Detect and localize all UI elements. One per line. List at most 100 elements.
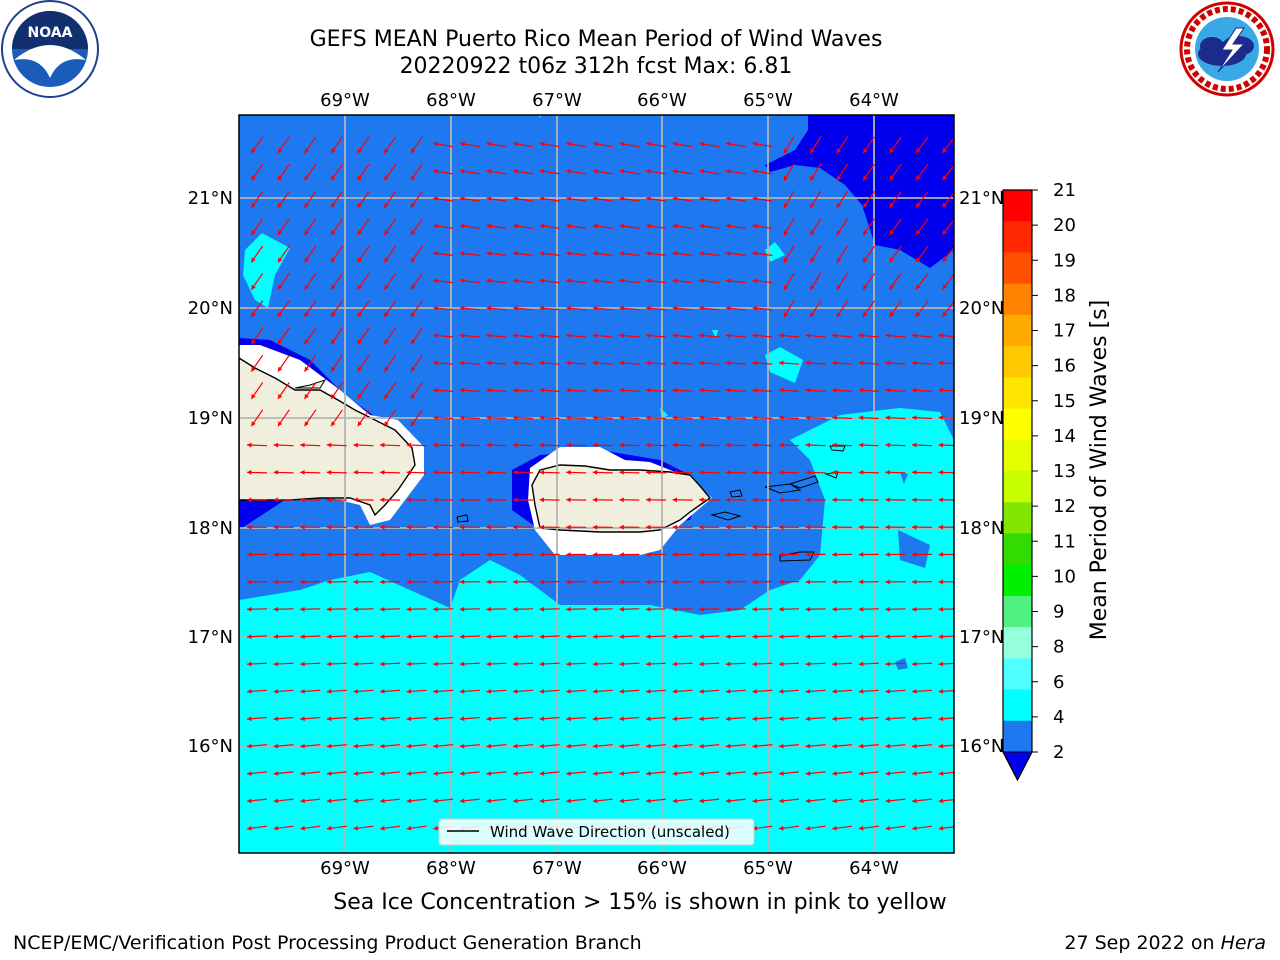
wind-wave-arrowhead <box>566 798 571 804</box>
colorbar-swatch <box>1003 658 1032 691</box>
wind-wave-arrowhead <box>752 716 757 722</box>
wind-wave-arrowhead <box>459 333 465 338</box>
wind-wave-arrowhead <box>326 634 332 639</box>
wind-wave-arrowhead <box>357 230 363 236</box>
wind-wave-arrowhead <box>513 333 518 338</box>
wind-wave-arrowhead <box>300 798 305 804</box>
wind-wave-arrowhead <box>486 305 492 311</box>
island <box>829 445 846 452</box>
wind-wave-arrowhead <box>646 141 651 147</box>
wind-wave-arrowhead <box>251 312 256 317</box>
wind-wave-arrowhead <box>938 771 944 776</box>
wind-wave-arrowhead <box>380 497 385 503</box>
wind-wave-arrowhead <box>273 743 279 749</box>
wind-wave-arrowhead <box>277 393 283 399</box>
ocean-patch-cyan <box>712 330 718 338</box>
wind-wave-arrowhead <box>277 148 283 154</box>
wind-wave-arrowhead <box>885 771 891 776</box>
wind-wave-arrowhead <box>486 497 491 503</box>
wind-wave-arrowhead <box>725 798 731 804</box>
wind-wave-arrowhead <box>357 339 363 345</box>
wind-wave-arrowhead <box>832 579 837 585</box>
wind-wave-arrowhead <box>699 524 704 530</box>
wind-wave-arrowhead <box>858 579 864 585</box>
wind-wave-arrowhead <box>433 223 438 229</box>
wind-wave-arrowhead <box>304 366 309 372</box>
wind-wave-arrowhead <box>459 689 465 694</box>
wind-wave-arrowhead <box>836 284 842 290</box>
wind-wave-arrowhead <box>539 196 545 202</box>
wind-wave-arrowhead <box>863 257 868 263</box>
wind-wave-arrowhead <box>832 333 837 338</box>
wind-wave-arrowhead <box>699 387 704 393</box>
wind-wave-arrowhead <box>300 634 305 639</box>
wind-wave-arrowhead <box>486 634 491 639</box>
wind-wave-arrowhead <box>592 579 598 585</box>
colorbar-tick-label: 12 <box>1053 496 1076 517</box>
footer-credit: NCEP/EMC/Verification Post Processing Pr… <box>13 932 642 954</box>
wind-wave-arrowhead <box>357 257 363 263</box>
wind-wave-arrowhead <box>539 743 545 749</box>
colorbar-swatch <box>1003 252 1032 285</box>
wind-wave-arrowhead <box>486 223 492 229</box>
island <box>764 483 802 494</box>
wind-wave-arrowhead <box>725 442 731 448</box>
wind-wave-arrowhead <box>646 743 651 749</box>
wind-wave-arrowhead <box>353 524 358 530</box>
wind-wave-arrowhead <box>889 148 895 154</box>
wind-wave-arrowhead <box>566 716 571 722</box>
wind-wave-arrowhead <box>331 339 336 345</box>
wind-wave-arrowhead <box>273 689 279 694</box>
wind-wave-arrowhead <box>357 421 363 427</box>
wind-wave-arrowhead <box>331 312 336 317</box>
lat-tick-label: 19°N <box>188 408 233 429</box>
wind-wave-arrowhead <box>938 524 943 530</box>
wind-wave-arrowhead <box>410 257 416 263</box>
wind-wave-arrowhead <box>699 196 704 202</box>
ocean-patch <box>898 530 930 568</box>
wind-wave-arrowhead <box>938 606 944 612</box>
wind-wave-arrowhead <box>699 141 705 147</box>
wind-wave-arrowhead <box>672 169 678 174</box>
wind-wave-arrowhead <box>300 442 305 448</box>
wind-wave-arrowhead <box>863 148 868 154</box>
wind-wave-arrowhead <box>619 196 625 202</box>
colorbar-tick-label: 8 <box>1053 637 1064 658</box>
wind-wave-arrowhead <box>592 743 598 749</box>
wind-wave-arrowhead <box>942 202 947 208</box>
wind-wave-arrowhead <box>459 552 465 557</box>
wind-wave-arrowhead <box>832 442 837 448</box>
lat-tick-label: 18°N <box>188 518 233 539</box>
wind-wave-arrowhead <box>513 196 518 202</box>
wind-wave-arrowhead <box>406 798 412 804</box>
wind-wave-arrowhead <box>273 524 278 530</box>
noaa-logo-icon: NOAA <box>1 0 99 98</box>
hispaniola-land <box>239 357 416 517</box>
wind-wave-arrowhead <box>566 743 571 749</box>
wind-wave-arrowhead <box>433 552 438 557</box>
wind-wave-arrowhead <box>406 771 412 776</box>
wind-wave-arrowhead <box>486 552 491 557</box>
wind-wave-arrowhead <box>247 743 252 749</box>
wind-wave-arrowhead <box>938 661 944 667</box>
wind-wave-arrowhead <box>277 230 283 236</box>
wind-wave-arrowhead <box>805 798 811 804</box>
wind-wave-arrowhead <box>247 661 252 667</box>
wind-wave-arrowhead <box>433 169 438 174</box>
wind-wave-arrowhead <box>725 606 731 612</box>
colorbar-swatch <box>1003 377 1032 410</box>
wind-wave-arrowhead <box>486 360 491 366</box>
wind-wave-arrowhead <box>247 716 252 722</box>
wind-wave-arrowhead <box>566 360 571 366</box>
wind-wave-arrowhead <box>384 339 389 345</box>
wind-wave-arrowhead <box>300 825 305 831</box>
wind-wave-arrowhead <box>752 771 758 776</box>
wind-wave-arrowhead <box>752 333 757 338</box>
wind-wave-arrowhead <box>646 661 651 667</box>
wind-wave-arrowhead <box>699 743 704 749</box>
wind-wave-arrowhead <box>779 634 784 639</box>
wind-wave-arrowhead <box>406 825 412 831</box>
wind-wave-arrowhead <box>672 305 678 311</box>
wind-wave-arrowhead <box>783 285 789 291</box>
wind-wave-arrowhead <box>863 202 868 208</box>
